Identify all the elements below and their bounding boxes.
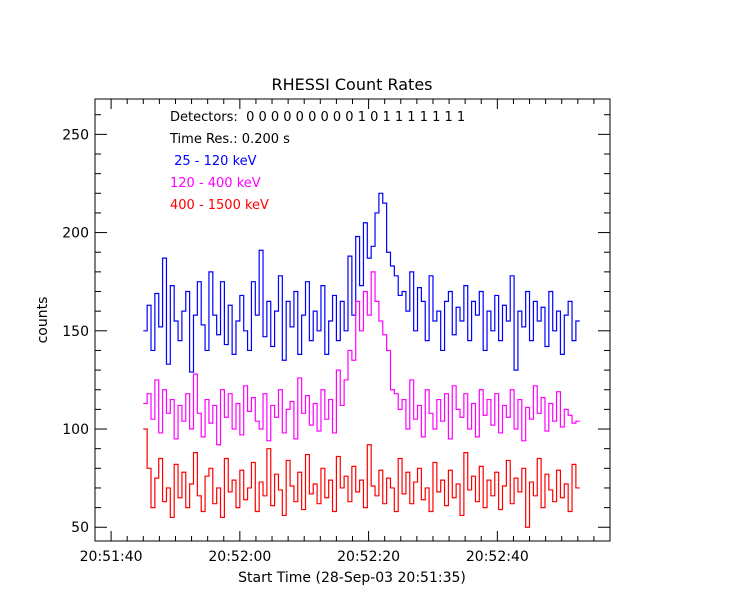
x-axis-label: Start Time (28-Sep-03 20:51:35)	[238, 570, 466, 586]
legend-entry-25-120: 25 - 120 keV	[170, 154, 257, 169]
y-axis: 50 100 150 200 250	[62, 114, 610, 536]
series-line-1	[143, 271, 580, 446]
x-axis: 20:51:40 20:52:00 20:52:20 20:52:40	[80, 99, 595, 565]
legend-entry-120-400: 120 - 400 keV	[170, 176, 261, 191]
x-tick-label: 20:52:40	[466, 549, 529, 565]
series-line-2	[143, 428, 580, 528]
y-tick-label: 150	[62, 324, 89, 340]
legend-entry-400-1500: 400 - 1500 keV	[170, 198, 269, 213]
y-tick-label: 200	[62, 226, 89, 242]
series-line-0	[143, 192, 580, 373]
detectors-annotation: Detectors: 0 0 0 0 0 0 0 0 0 1 0 1 1 1 1…	[170, 110, 465, 125]
y-tick-label: 50	[71, 520, 89, 536]
y-axis-label: counts	[35, 297, 51, 344]
x-tick-label: 20:51:40	[80, 549, 143, 565]
y-tick-label: 100	[62, 422, 89, 438]
x-tick-label: 20:52:00	[208, 549, 271, 565]
x-tick-label: 20:52:20	[337, 549, 400, 565]
y-tick-label: 250	[62, 127, 89, 143]
chart-title: RHESSI Count Rates	[272, 75, 433, 94]
series-lines	[143, 192, 580, 528]
time-res-annotation: Time Res.: 0.200 s	[169, 132, 290, 147]
